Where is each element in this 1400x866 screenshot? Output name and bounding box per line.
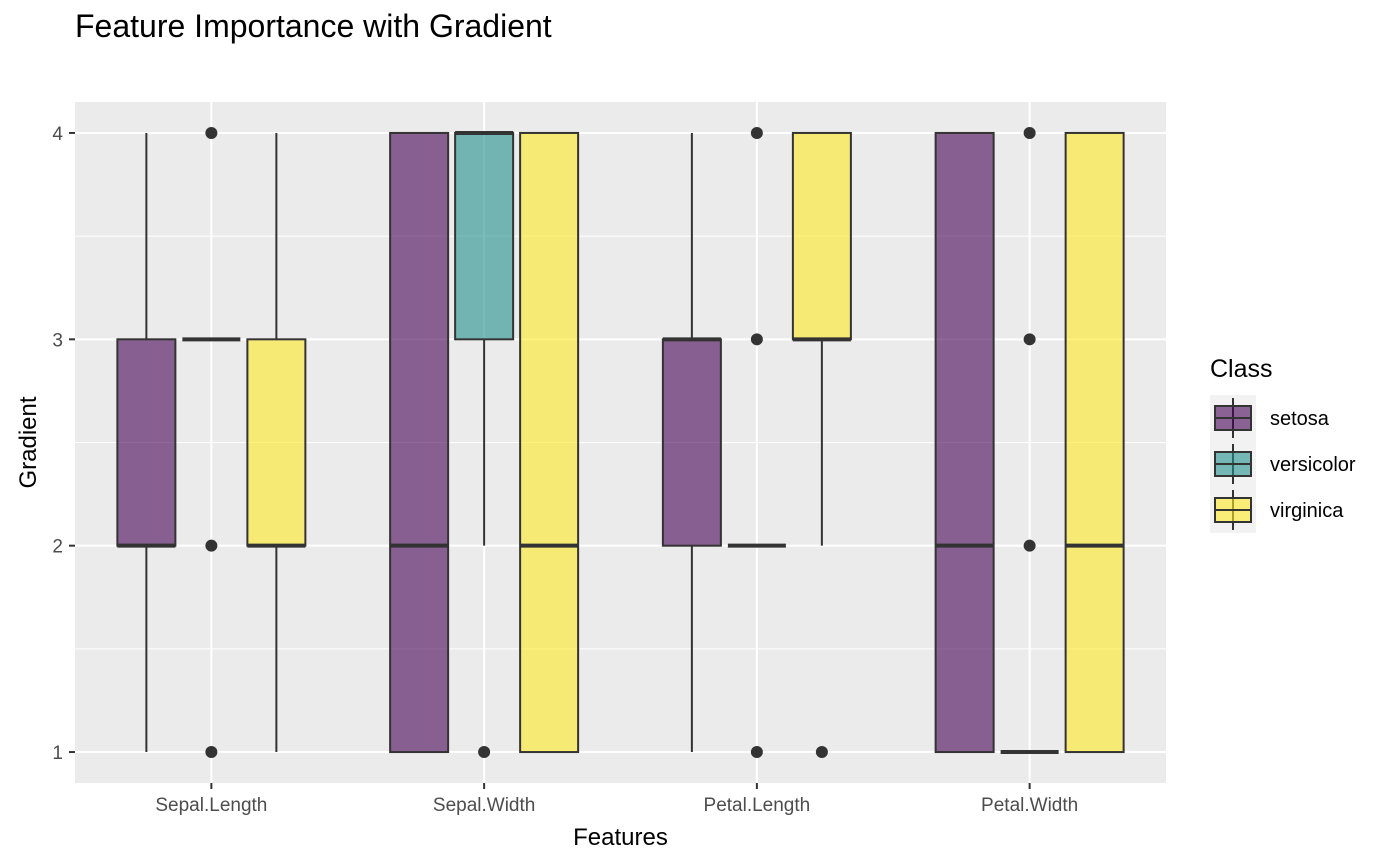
y-axis: 1 2 3 4	[52, 124, 75, 764]
outlier-point	[750, 746, 763, 759]
outlier-point	[478, 746, 491, 759]
outlier-point	[750, 333, 763, 346]
box-virginica-Petal.Width	[1064, 131, 1125, 754]
box-body	[934, 131, 995, 754]
outlier-point	[1023, 539, 1036, 552]
box-series	[116, 126, 1125, 759]
box-versicolor-Sepal.Width	[454, 130, 515, 759]
box-body	[389, 131, 450, 754]
outlier-point	[205, 126, 218, 139]
box-setosa-Sepal.Width	[389, 131, 450, 754]
legend-title: Class	[1210, 355, 1273, 383]
box-versicolor-Petal.Length	[727, 126, 786, 759]
box-setosa-Petal.Length	[661, 132, 722, 753]
legend-label: versicolor	[1270, 454, 1356, 476]
box-body	[661, 338, 722, 547]
outlier-point	[205, 539, 218, 552]
x-axis: Sepal.Length Sepal.Width Petal.Length Petal…	[155, 783, 1078, 816]
box-virginica-Petal.Length	[791, 131, 852, 759]
box-virginica-Sepal.Length	[246, 132, 307, 753]
box-body	[246, 338, 307, 547]
box-body	[1064, 131, 1125, 754]
legend-item-virginica: virginica	[1210, 487, 1344, 533]
legend-item-setosa: setosa	[1210, 395, 1330, 441]
box-body	[116, 338, 177, 547]
box-body	[519, 131, 580, 754]
chart-title: Feature Importance with Gradient	[75, 8, 552, 44]
legend-item-versicolor: versicolor	[1210, 441, 1356, 487]
box-virginica-Sepal.Width	[519, 131, 580, 754]
legend-label: setosa	[1270, 408, 1330, 430]
y-tick-label: 4	[52, 124, 63, 145]
outlier-point	[750, 126, 763, 139]
outlier-point	[1023, 333, 1036, 346]
box-body	[791, 131, 852, 341]
legend: Class setosa versicolor virginica	[1210, 355, 1356, 533]
y-tick-label: 3	[52, 330, 63, 351]
outlier-point	[205, 746, 218, 759]
outlier-point	[815, 746, 828, 759]
y-axis-label: Gradient	[15, 396, 42, 488]
box-setosa-Sepal.Length	[116, 132, 177, 753]
box-versicolor-Sepal.Length	[182, 126, 241, 759]
y-tick-label: 2	[52, 537, 63, 558]
x-tick-label: Sepal.Width	[433, 795, 535, 816]
y-tick-label: 1	[52, 743, 63, 764]
box-setosa-Petal.Width	[934, 131, 995, 754]
x-axis-label: Features	[573, 824, 668, 851]
x-tick-label: Petal.Width	[981, 795, 1078, 816]
legend-label: virginica	[1270, 500, 1344, 522]
outlier-point	[1023, 126, 1036, 139]
x-tick-label: Petal.Length	[704, 795, 811, 816]
box-versicolor-Petal.Width	[1000, 126, 1059, 755]
x-tick-label: Sepal.Length	[155, 795, 267, 816]
box-body	[454, 131, 515, 341]
